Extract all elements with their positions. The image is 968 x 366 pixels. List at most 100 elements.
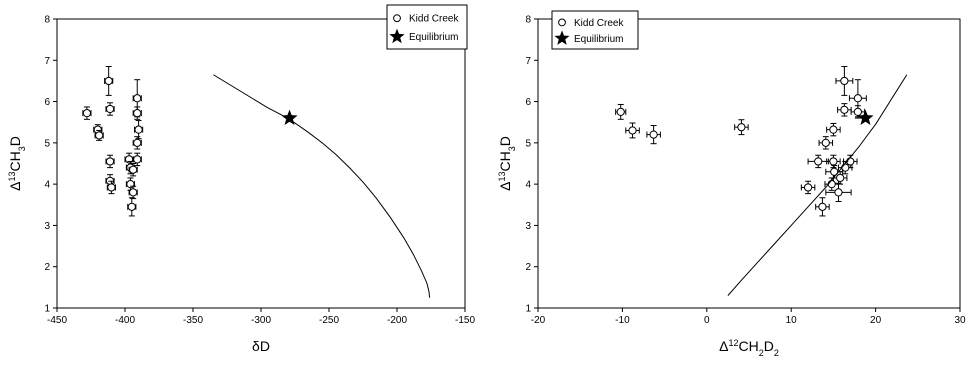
legend-circle-icon <box>393 14 401 23</box>
legend-circle-icon <box>558 18 566 27</box>
y-tick-label: 3 <box>44 221 50 232</box>
kidd-creek-marker <box>127 202 136 211</box>
kidd-creek-marker <box>836 173 845 183</box>
kidd-creek-marker <box>134 125 143 134</box>
x-tick-label: -200 <box>387 315 407 326</box>
kidd-creek-point <box>826 122 841 137</box>
kidd-creek-point <box>94 129 104 141</box>
kidd-creek-point <box>105 102 115 116</box>
legend-star-icon <box>389 28 405 44</box>
plot-frame <box>56 18 466 309</box>
legend-box <box>386 4 468 50</box>
legend: Kidd Creek Equilibrium <box>551 10 639 50</box>
legend-label-equilibrium: Equilibrium <box>574 34 623 45</box>
kidd-creek-marker <box>853 94 862 103</box>
kidd-creek-marker <box>133 109 142 118</box>
kidd-creek-point <box>825 182 852 202</box>
kidd-creek-marker <box>821 138 830 147</box>
y-tick-label: 1 <box>525 304 531 315</box>
kidd-creek-point <box>132 152 142 167</box>
y-tick-label: 8 <box>525 15 531 26</box>
kidd-creek-point <box>815 197 830 217</box>
x-tick-label: -450 <box>47 315 67 326</box>
x-tick-label: 0 <box>704 315 710 326</box>
plot-frame <box>537 18 961 309</box>
kidd-creek-point <box>625 122 640 139</box>
kidd-creek-marker <box>853 107 862 116</box>
kidd-creek-marker <box>827 180 836 189</box>
x-tick-label: 20 <box>870 315 882 326</box>
kidd-creek-point <box>105 154 115 169</box>
kidd-creek-point <box>104 65 114 96</box>
kidd-creek-point <box>807 154 829 169</box>
x-tick-label: -20 <box>531 315 546 326</box>
kidd-creek-marker <box>133 138 142 147</box>
kidd-creek-point <box>734 119 749 136</box>
kidd-creek-marker <box>834 188 843 197</box>
kidd-creek-marker <box>133 155 142 164</box>
y-tick-label: 5 <box>525 138 531 149</box>
kidd-creek-point <box>134 120 144 140</box>
y-tick-label: 8 <box>44 15 50 26</box>
kidd-creek-point <box>82 106 92 120</box>
kidd-creek-point <box>818 136 834 150</box>
kidd-creek-point <box>128 185 138 200</box>
y-tick-label: 7 <box>525 56 531 67</box>
kidd-creek-point <box>128 163 138 177</box>
y-tick-label: 3 <box>525 221 531 232</box>
kidd-creek-marker <box>840 105 849 114</box>
kidd-creek-marker <box>129 165 138 174</box>
x-tick-label: -250 <box>319 315 339 326</box>
kidd-creek-marker <box>105 104 115 114</box>
kidd-creek-marker <box>95 131 104 140</box>
panel-1: -450 -400 -350 -300 -250 -200 -150 1 2 3 4 5 6 7 8 δD Δ1… <box>7 4 475 354</box>
kidd-creek-marker <box>829 157 838 166</box>
legend-star-icon <box>554 30 570 45</box>
y-axis-title: Δ13CH3D <box>497 136 517 191</box>
y-tick-label: 6 <box>525 97 531 108</box>
kidd-creek-marker <box>133 94 142 103</box>
kidd-creek-marker <box>649 130 658 139</box>
equilibrium-star <box>281 109 298 125</box>
kidd-creek-marker <box>616 107 625 116</box>
kidd-creek-point <box>800 180 816 195</box>
kidd-creek-marker <box>105 157 115 166</box>
equilibrium-star <box>857 109 874 125</box>
y-tick-label: 7 <box>44 56 50 67</box>
legend-box <box>551 10 639 50</box>
legend: Kidd Creek Equilibrium <box>386 4 468 50</box>
x-tick-label: -400 <box>115 315 135 326</box>
x-axis-title: Δ12CH2D2 <box>719 338 779 358</box>
x-tick-label: -350 <box>183 315 203 326</box>
panel-2: -20 -10 0 10 20 30 1 2 3 4 5 6 7 8 Δ12CH2D2 Δ13CH3D Kidd… <box>497 10 966 358</box>
kidd-creek-point <box>837 103 852 117</box>
x-axis-title: δD <box>252 338 270 354</box>
y-tick-label: 5 <box>44 138 50 149</box>
kidd-creek-point <box>132 106 142 120</box>
y-tick-label: 4 <box>525 180 531 191</box>
kidd-creek-point <box>106 180 116 195</box>
kidd-creek-marker <box>814 157 823 166</box>
legend-label-equilibrium: Equilibrium <box>409 32 458 43</box>
kidd-creek-marker <box>803 183 813 192</box>
x-tick-label: -10 <box>615 315 630 326</box>
x-tick-label: 10 <box>786 315 798 326</box>
kidd-creek-marker <box>829 125 838 134</box>
kidd-creek-marker <box>82 109 92 118</box>
kidd-creek-point <box>615 103 627 120</box>
legend-label-kidd-creek: Kidd Creek <box>574 18 624 29</box>
equilibrium-curve <box>727 74 908 296</box>
x-tick-label: -150 <box>455 315 475 326</box>
y-tick-label: 6 <box>44 97 50 108</box>
kidd-creek-marker <box>840 76 849 86</box>
kidd-creek-point <box>646 125 661 145</box>
y-tick-label: 2 <box>44 262 50 273</box>
y-axis-title: Δ13CH3D <box>7 136 27 191</box>
y-tick-label: 2 <box>525 262 531 273</box>
kidd-creek-point <box>127 197 137 217</box>
y-tick-label: 1 <box>44 304 50 315</box>
equilibrium-curve <box>213 74 431 298</box>
kidd-creek-marker <box>104 76 113 86</box>
